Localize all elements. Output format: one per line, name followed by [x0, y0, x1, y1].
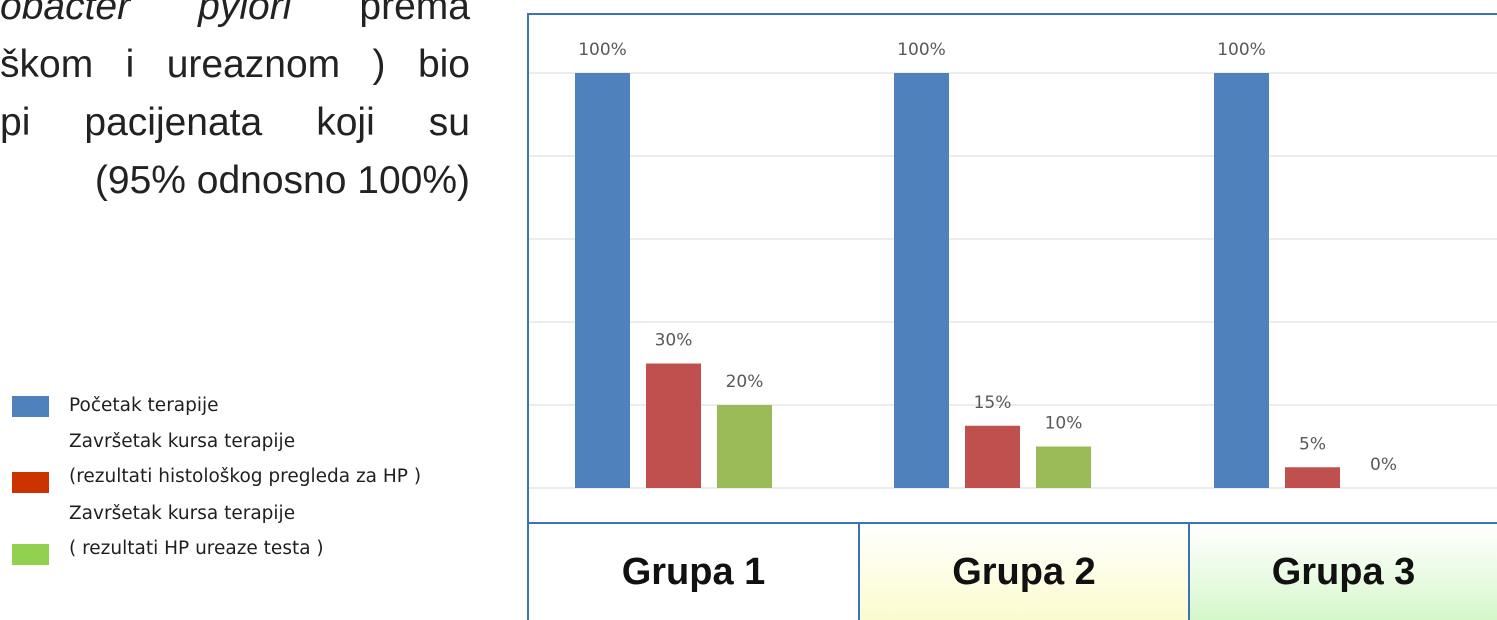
bar-grupa-1-series-1 [575, 73, 630, 488]
data-label: 100% [897, 40, 946, 60]
group-label-grupa-1: Grupa 1 [527, 522, 860, 620]
slide-text-line: (95% odnosno 100%) [0, 152, 470, 210]
bar-grupa-1-series-2 [646, 363, 701, 488]
bars [575, 73, 1340, 488]
slide-text-line: obacter pylori prema [0, 0, 470, 36]
bar-chart: 100% 30% 20% 100% 15% 10% 100% 5% 0% [529, 40, 1497, 489]
legend-label: ( rezultati HP ureaze testa ) [69, 538, 324, 559]
legend-swatch-blue [12, 396, 49, 417]
slide-text-segment: pi pacijenata koji su [0, 101, 470, 144]
slide-text-segment: prema [291, 0, 470, 28]
data-label: 100% [1217, 40, 1266, 60]
data-label: 5% [1299, 434, 1326, 454]
data-label: 0% [1370, 455, 1397, 475]
slide-body-text: obacter pylori prema škom i ureaznom ) b… [0, 0, 470, 210]
legend-label: Završetak kursa terapije [69, 503, 296, 524]
legend-label: Završetak kursa terapije [69, 431, 296, 452]
legend-swatch-red [12, 472, 49, 493]
data-label: 20% [726, 372, 764, 392]
group-label-grupa-3: Grupa 3 [1190, 522, 1497, 620]
data-label: 100% [578, 40, 627, 60]
bar-grupa-2-series-3 [1036, 446, 1091, 488]
bar-grupa-2-series-1 [894, 73, 949, 488]
slide-text-line: škom i ureaznom ) bio [0, 36, 470, 94]
data-labels: 100% 30% 20% 100% 15% 10% 100% 5% 0% [578, 40, 1397, 475]
legend-label: Početak terapije [69, 395, 219, 416]
data-label: 10% [1045, 414, 1083, 434]
slide-text-line: pi pacijenata koji su [0, 94, 470, 152]
bar-grupa-2-series-2 [965, 425, 1020, 488]
slide-text-segment: škom i ureaznom ) bio [0, 43, 470, 86]
data-label: 30% [655, 331, 693, 351]
chart-frame [527, 13, 1497, 620]
group-label-grupa-2: Grupa 2 [860, 522, 1190, 620]
slide-text-italic: obacter pylori [0, 0, 292, 28]
bar-grupa-1-series-3 [717, 405, 772, 488]
legend-label: (rezultati histološkog pregleda za HP ) [69, 466, 422, 487]
slide-text-segment: (95% odnosno 100%) [94, 159, 470, 202]
bar-grupa-3-series-1 [1214, 73, 1269, 488]
bar-grupa-3-series-2 [1285, 467, 1340, 488]
data-label: 15% [974, 393, 1012, 413]
legend-swatch-green [12, 544, 49, 565]
